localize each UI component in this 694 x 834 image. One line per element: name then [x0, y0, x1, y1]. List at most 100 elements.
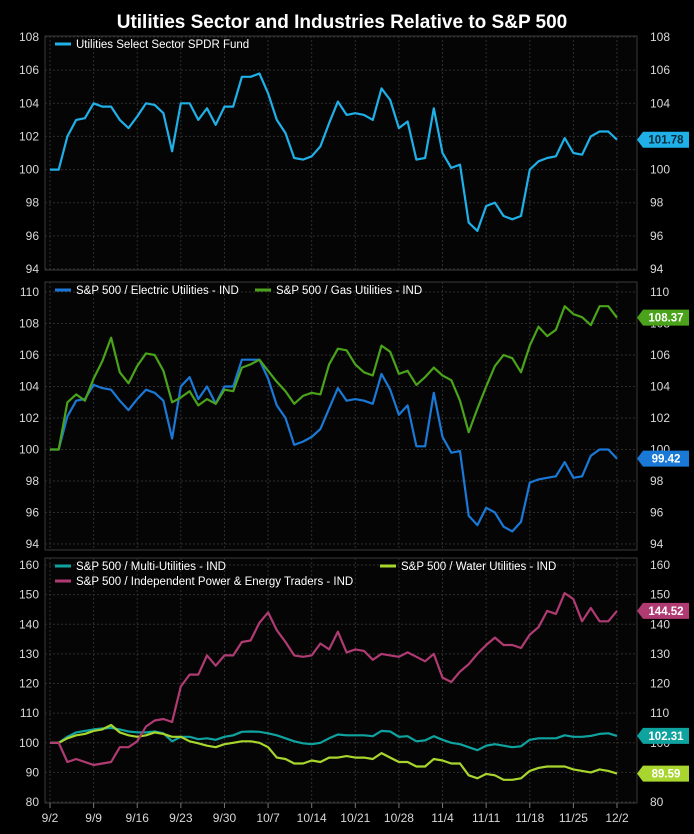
x-tick-label: 9/23 — [169, 811, 193, 825]
y-tick-label-right: 150 — [650, 588, 670, 602]
y-tick-label-left: 108 — [19, 30, 39, 44]
y-tick-label-right: 96 — [650, 229, 664, 243]
y-tick-label-right: 160 — [650, 558, 670, 572]
last-value-label: 108.37 — [648, 313, 683, 325]
x-tick-label: 11/4 — [431, 811, 454, 825]
y-tick-label-right: 140 — [650, 617, 670, 631]
y-tick-label-left: 90 — [26, 765, 40, 779]
last-value-flag: 101.78 — [637, 131, 689, 148]
series-line-2-2 — [50, 305, 618, 451]
last-value-label: 144.52 — [648, 606, 683, 618]
x-tick-label: 10/14 — [297, 811, 327, 825]
y-tick-label-left: 108 — [19, 317, 39, 331]
y-tick-label-left: 104 — [19, 96, 39, 110]
y-tick-label-left: 130 — [19, 647, 39, 661]
x-tick-label: 9/2 — [42, 811, 59, 825]
plot-area — [44, 281, 638, 551]
x-tick-label: 9/16 — [126, 811, 150, 825]
last-value-flag-shape — [637, 765, 689, 782]
y-tick-label-left: 100 — [19, 443, 39, 457]
series-line-2-1 — [50, 358, 618, 533]
last-value-label: 102.31 — [648, 731, 684, 743]
y-tick-label-left: 150 — [19, 588, 39, 602]
plot-area — [44, 35, 638, 271]
y-tick-label-right: 104 — [650, 380, 670, 394]
y-tick-label-left: 106 — [19, 63, 39, 77]
chart-title: Utilities Sector and Industries Relative… — [117, 12, 568, 33]
x-tick-label: 12/2 — [605, 811, 629, 825]
chart-panel-1: 9494969698981001001021021041041061061081… — [19, 30, 689, 276]
last-value-flag: 99.42 — [637, 450, 689, 467]
legend-label: S&P 500 / Electric Utilities - IND — [76, 285, 239, 297]
y-tick-label-right: 108 — [650, 30, 670, 44]
last-value-flag-shape — [637, 309, 689, 326]
legend-label: S&P 500 / Water Utilities - IND — [401, 561, 556, 573]
x-tick-label: 9/30 — [213, 811, 237, 825]
y-tick-label-left: 104 — [19, 380, 39, 394]
series-line-3-2 — [50, 723, 618, 781]
y-tick-label-right: 98 — [650, 474, 664, 488]
last-value-flag: 144.52 — [637, 602, 689, 619]
y-tick-label-left: 80 — [26, 795, 40, 809]
y-tick-label-left: 102 — [19, 129, 39, 143]
y-tick-label-right: 102 — [650, 411, 670, 425]
y-tick-label-left: 110 — [20, 706, 39, 720]
x-tick-label: 10/7 — [256, 811, 280, 825]
y-tick-label-left: 110 — [20, 285, 39, 299]
series-line-3-3 — [50, 591, 618, 767]
last-value-label: 89.59 — [652, 769, 681, 781]
x-tick-label: 10/28 — [384, 811, 414, 825]
y-tick-label-right: 94 — [650, 262, 664, 276]
legend-label: S&P 500 / Gas Utilities - IND — [276, 285, 422, 297]
y-tick-label-left: 102 — [19, 411, 39, 425]
y-tick-label-left: 106 — [19, 348, 39, 362]
y-tick-label-left: 160 — [19, 558, 39, 572]
y-tick-label-left: 98 — [26, 196, 40, 210]
y-tick-label-left: 94 — [26, 262, 40, 276]
last-value-flag-shape — [637, 602, 689, 619]
y-tick-label-left: 100 — [19, 736, 39, 750]
y-tick-label-right: 120 — [650, 677, 670, 691]
series-line-1-1 — [50, 72, 618, 232]
x-tick-label: 11/18 — [515, 811, 544, 825]
x-tick-label: 11/25 — [559, 811, 588, 825]
y-tick-label-right: 106 — [650, 348, 670, 362]
y-tick-label-left: 120 — [19, 677, 39, 691]
legend-label: Utilities Select Sector SPDR Fund — [76, 39, 249, 51]
last-value-flag: 89.59 — [637, 765, 689, 782]
legend-label: S&P 500 / Independent Power & Energy Tra… — [76, 576, 353, 588]
last-value-flag: 102.31 — [637, 727, 689, 744]
x-tick-label: 11/11 — [472, 811, 501, 825]
last-value-flag-shape — [637, 131, 689, 148]
legend: S&P 500 / Electric Utilities - IND S&P 50… — [55, 285, 422, 297]
y-tick-label-right: 80 — [650, 795, 664, 809]
last-value-label: 101.78 — [648, 135, 684, 147]
legend-label: S&P 500 / Multi-Utilities - IND — [76, 561, 226, 573]
legend: Utilities Select Sector SPDR Fund — [55, 39, 249, 51]
plot-area — [44, 557, 638, 804]
x-tick-label: 9/9 — [85, 811, 102, 825]
y-tick-label-left: 98 — [26, 474, 40, 488]
y-tick-label-right: 104 — [650, 96, 670, 110]
y-tick-label-left: 96 — [26, 506, 40, 520]
x-tick-label: 10/21 — [340, 811, 370, 825]
y-tick-label-right: 96 — [650, 506, 664, 520]
y-tick-label-right: 100 — [650, 163, 670, 177]
y-tick-label-right: 110 — [650, 285, 669, 299]
last-value-flag: 108.37 — [637, 309, 689, 326]
last-value-label: 99.42 — [652, 454, 681, 466]
y-tick-label-right: 130 — [650, 647, 670, 661]
y-tick-label-right: 98 — [650, 196, 664, 210]
y-tick-label-left: 100 — [19, 163, 39, 177]
y-tick-label-left: 96 — [26, 229, 40, 243]
chart-panels: 94 94 96 96 98 98 100 100 102 102 104 104 106 106 108 1… — [19, 30, 689, 809]
chart-panel-3: 8080909010010011011012012013013014014015… — [19, 557, 689, 809]
series-line-3-1 — [50, 726, 618, 752]
last-value-flag-shape — [637, 727, 689, 744]
y-tick-label-right: 106 — [650, 63, 670, 77]
y-tick-label-left: 140 — [19, 617, 39, 631]
y-tick-label-left: 94 — [26, 537, 40, 551]
legend: S&P 500 / Multi-Utilities - IND S&P 500 /… — [55, 561, 556, 588]
